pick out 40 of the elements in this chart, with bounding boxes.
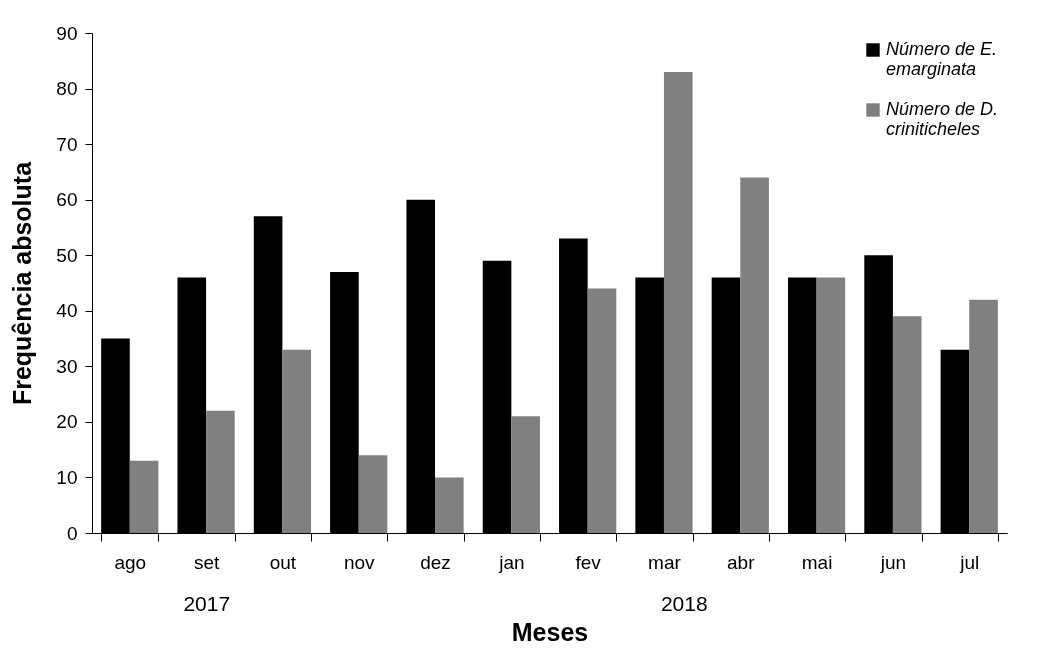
y-tick-label: 20 <box>56 411 78 433</box>
y-tick-label: 40 <box>56 300 78 322</box>
y-tick-label: 50 <box>56 244 78 266</box>
x-tick-label: abr <box>727 551 756 573</box>
x-tick-label: ago <box>114 551 147 573</box>
y-tick-label: 70 <box>56 133 78 155</box>
y-axis-title: Frequência absoluta <box>8 160 37 406</box>
y-tick-label: 60 <box>56 189 78 211</box>
bar <box>587 288 617 533</box>
x-tick-label: jun <box>879 551 907 573</box>
bar <box>663 71 693 533</box>
text: 2017 <box>183 592 231 616</box>
x-tick-label: jan <box>498 551 525 573</box>
x-tick-label: nov <box>343 551 376 573</box>
bar <box>206 410 235 533</box>
x-tick-label: fev <box>575 551 602 573</box>
bar <box>129 460 159 533</box>
x-axis-title: Meses <box>511 617 589 646</box>
y-tick-label: 30 <box>56 355 78 377</box>
x-tick-label: mar <box>648 551 682 573</box>
bar <box>358 455 388 533</box>
x-tick-label: mai <box>801 551 833 573</box>
bar <box>511 416 540 533</box>
legend-label: Número de D. criniticheles <box>886 99 999 139</box>
bar <box>435 477 464 533</box>
x-tick-label: jul <box>959 551 980 573</box>
y-tick-label: 10 <box>56 466 78 488</box>
bar <box>740 177 769 533</box>
bar <box>282 349 312 533</box>
y-tick-label: 90 <box>56 22 78 44</box>
bar <box>892 316 922 533</box>
text: 2018 <box>660 592 708 616</box>
legend-label: Número de E. emarginata <box>886 39 998 79</box>
x-tick-label: out <box>269 551 297 573</box>
bar <box>969 299 998 533</box>
x-tick-label: dez <box>420 551 451 573</box>
y-tick-label: 80 <box>56 78 78 100</box>
x-tick-label: set <box>193 551 220 573</box>
bar <box>816 277 846 533</box>
y-tick-label: 0 <box>66 522 78 544</box>
